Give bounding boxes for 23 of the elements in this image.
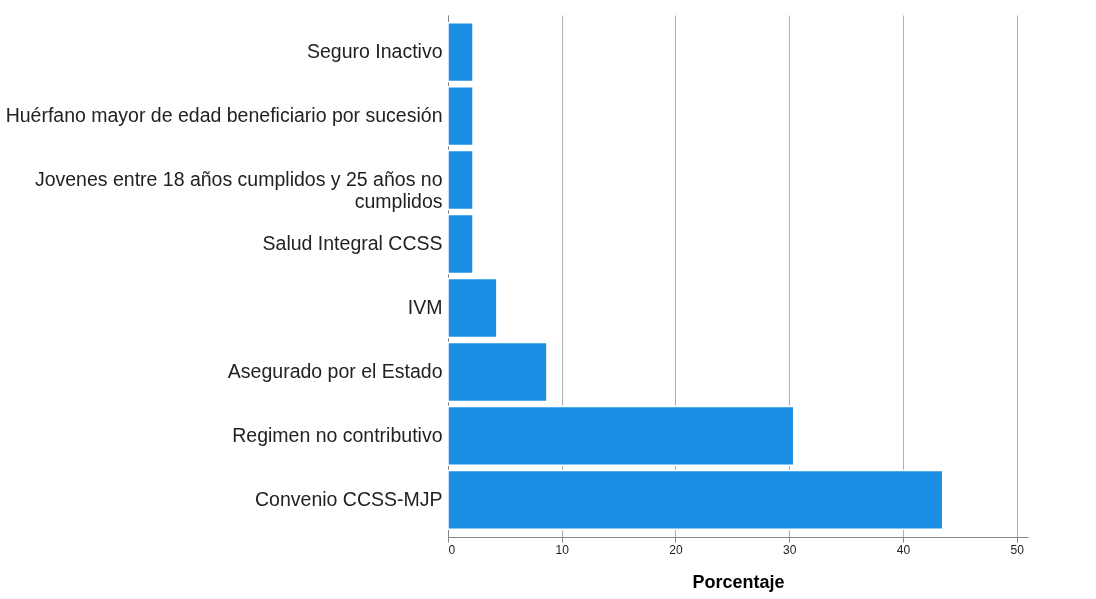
bar bbox=[447, 21, 474, 83]
y-tick-label: Jovenes entre 18 años cumplidos y 25 años no cumplidos bbox=[34, 168, 443, 212]
y-tick-label: Seguro Inactivo bbox=[306, 40, 443, 63]
x-tick-label: 0 bbox=[448, 542, 456, 557]
x-tick-label: 10 bbox=[555, 542, 570, 557]
bar bbox=[447, 277, 498, 339]
x-axis-title: Porcentaje bbox=[692, 571, 785, 592]
y-tick-label: Huérfano mayor de edad beneficiario por sucesión bbox=[5, 104, 443, 127]
bar bbox=[447, 341, 548, 403]
y-tick-label: Regimen no contributivo bbox=[232, 423, 443, 446]
x-tick-label: 30 bbox=[783, 542, 797, 557]
bar bbox=[447, 149, 474, 211]
y-tick-label: Salud Integral CCSS bbox=[262, 232, 443, 255]
x-tick-label: 20 bbox=[669, 542, 683, 557]
y-tick-label: Asegurado por el Estado bbox=[227, 359, 443, 382]
bar bbox=[447, 405, 795, 467]
bar bbox=[447, 85, 474, 147]
x-tick-label: 50 bbox=[1010, 542, 1025, 557]
bar bbox=[447, 213, 474, 275]
x-tick-label: 40 bbox=[896, 542, 911, 557]
bar bbox=[447, 469, 944, 531]
y-tick-label: Convenio CCSS-MJP bbox=[255, 487, 443, 510]
y-tick-label: IVM bbox=[407, 295, 443, 318]
